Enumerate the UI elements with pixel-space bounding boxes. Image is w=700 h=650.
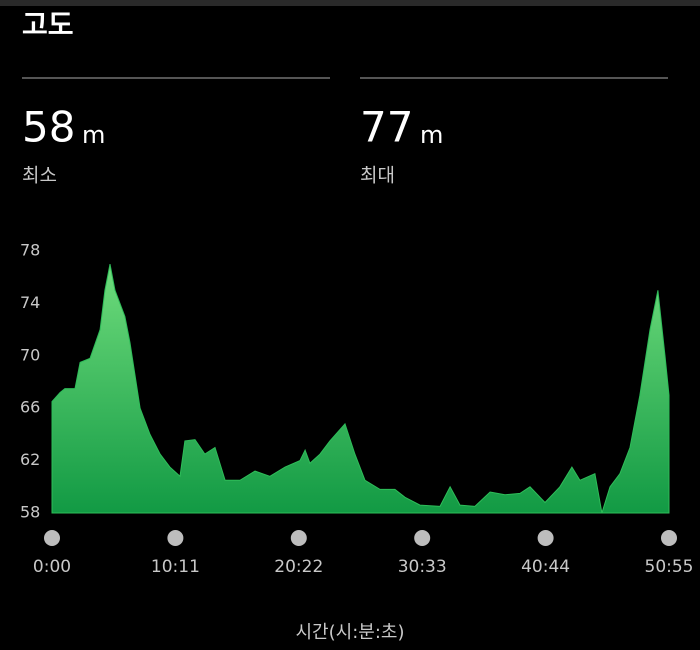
- stat-label: 최대: [360, 165, 395, 187]
- x-tick-label: 50:55: [645, 557, 694, 577]
- x-tick-label: 0:00: [33, 557, 71, 577]
- y-tick-label: 66: [20, 398, 40, 417]
- x-axis-label: 시간(시:분:초): [296, 622, 405, 643]
- x-tick-label: 30:33: [398, 557, 447, 577]
- stat-value: 58: [22, 103, 75, 152]
- x-tick-dot: [167, 530, 184, 546]
- x-tick-dot: [537, 530, 554, 546]
- stat-unit: m: [82, 121, 105, 149]
- stat-unit: m: [420, 121, 443, 149]
- x-tick-label: 10:11: [151, 557, 200, 577]
- title: 고도: [22, 8, 74, 41]
- y-tick-label: 70: [20, 345, 40, 364]
- y-tick-label: 62: [20, 450, 40, 469]
- x-tick-label: 20:22: [274, 557, 323, 577]
- x-tick-dot: [414, 530, 431, 546]
- y-tick-label: 74: [20, 293, 40, 312]
- y-tick-label: 58: [20, 503, 40, 522]
- top-bar: [0, 0, 700, 6]
- x-tick-label: 40:44: [521, 557, 570, 577]
- stat-label: 최소: [22, 165, 57, 187]
- y-tick-label: 78: [20, 241, 40, 260]
- stat-value: 77: [360, 103, 413, 152]
- x-tick-dot: [44, 530, 60, 546]
- x-tick-dot: [290, 530, 307, 546]
- area: [51, 264, 670, 514]
- x-tick-dot: [661, 530, 677, 546]
